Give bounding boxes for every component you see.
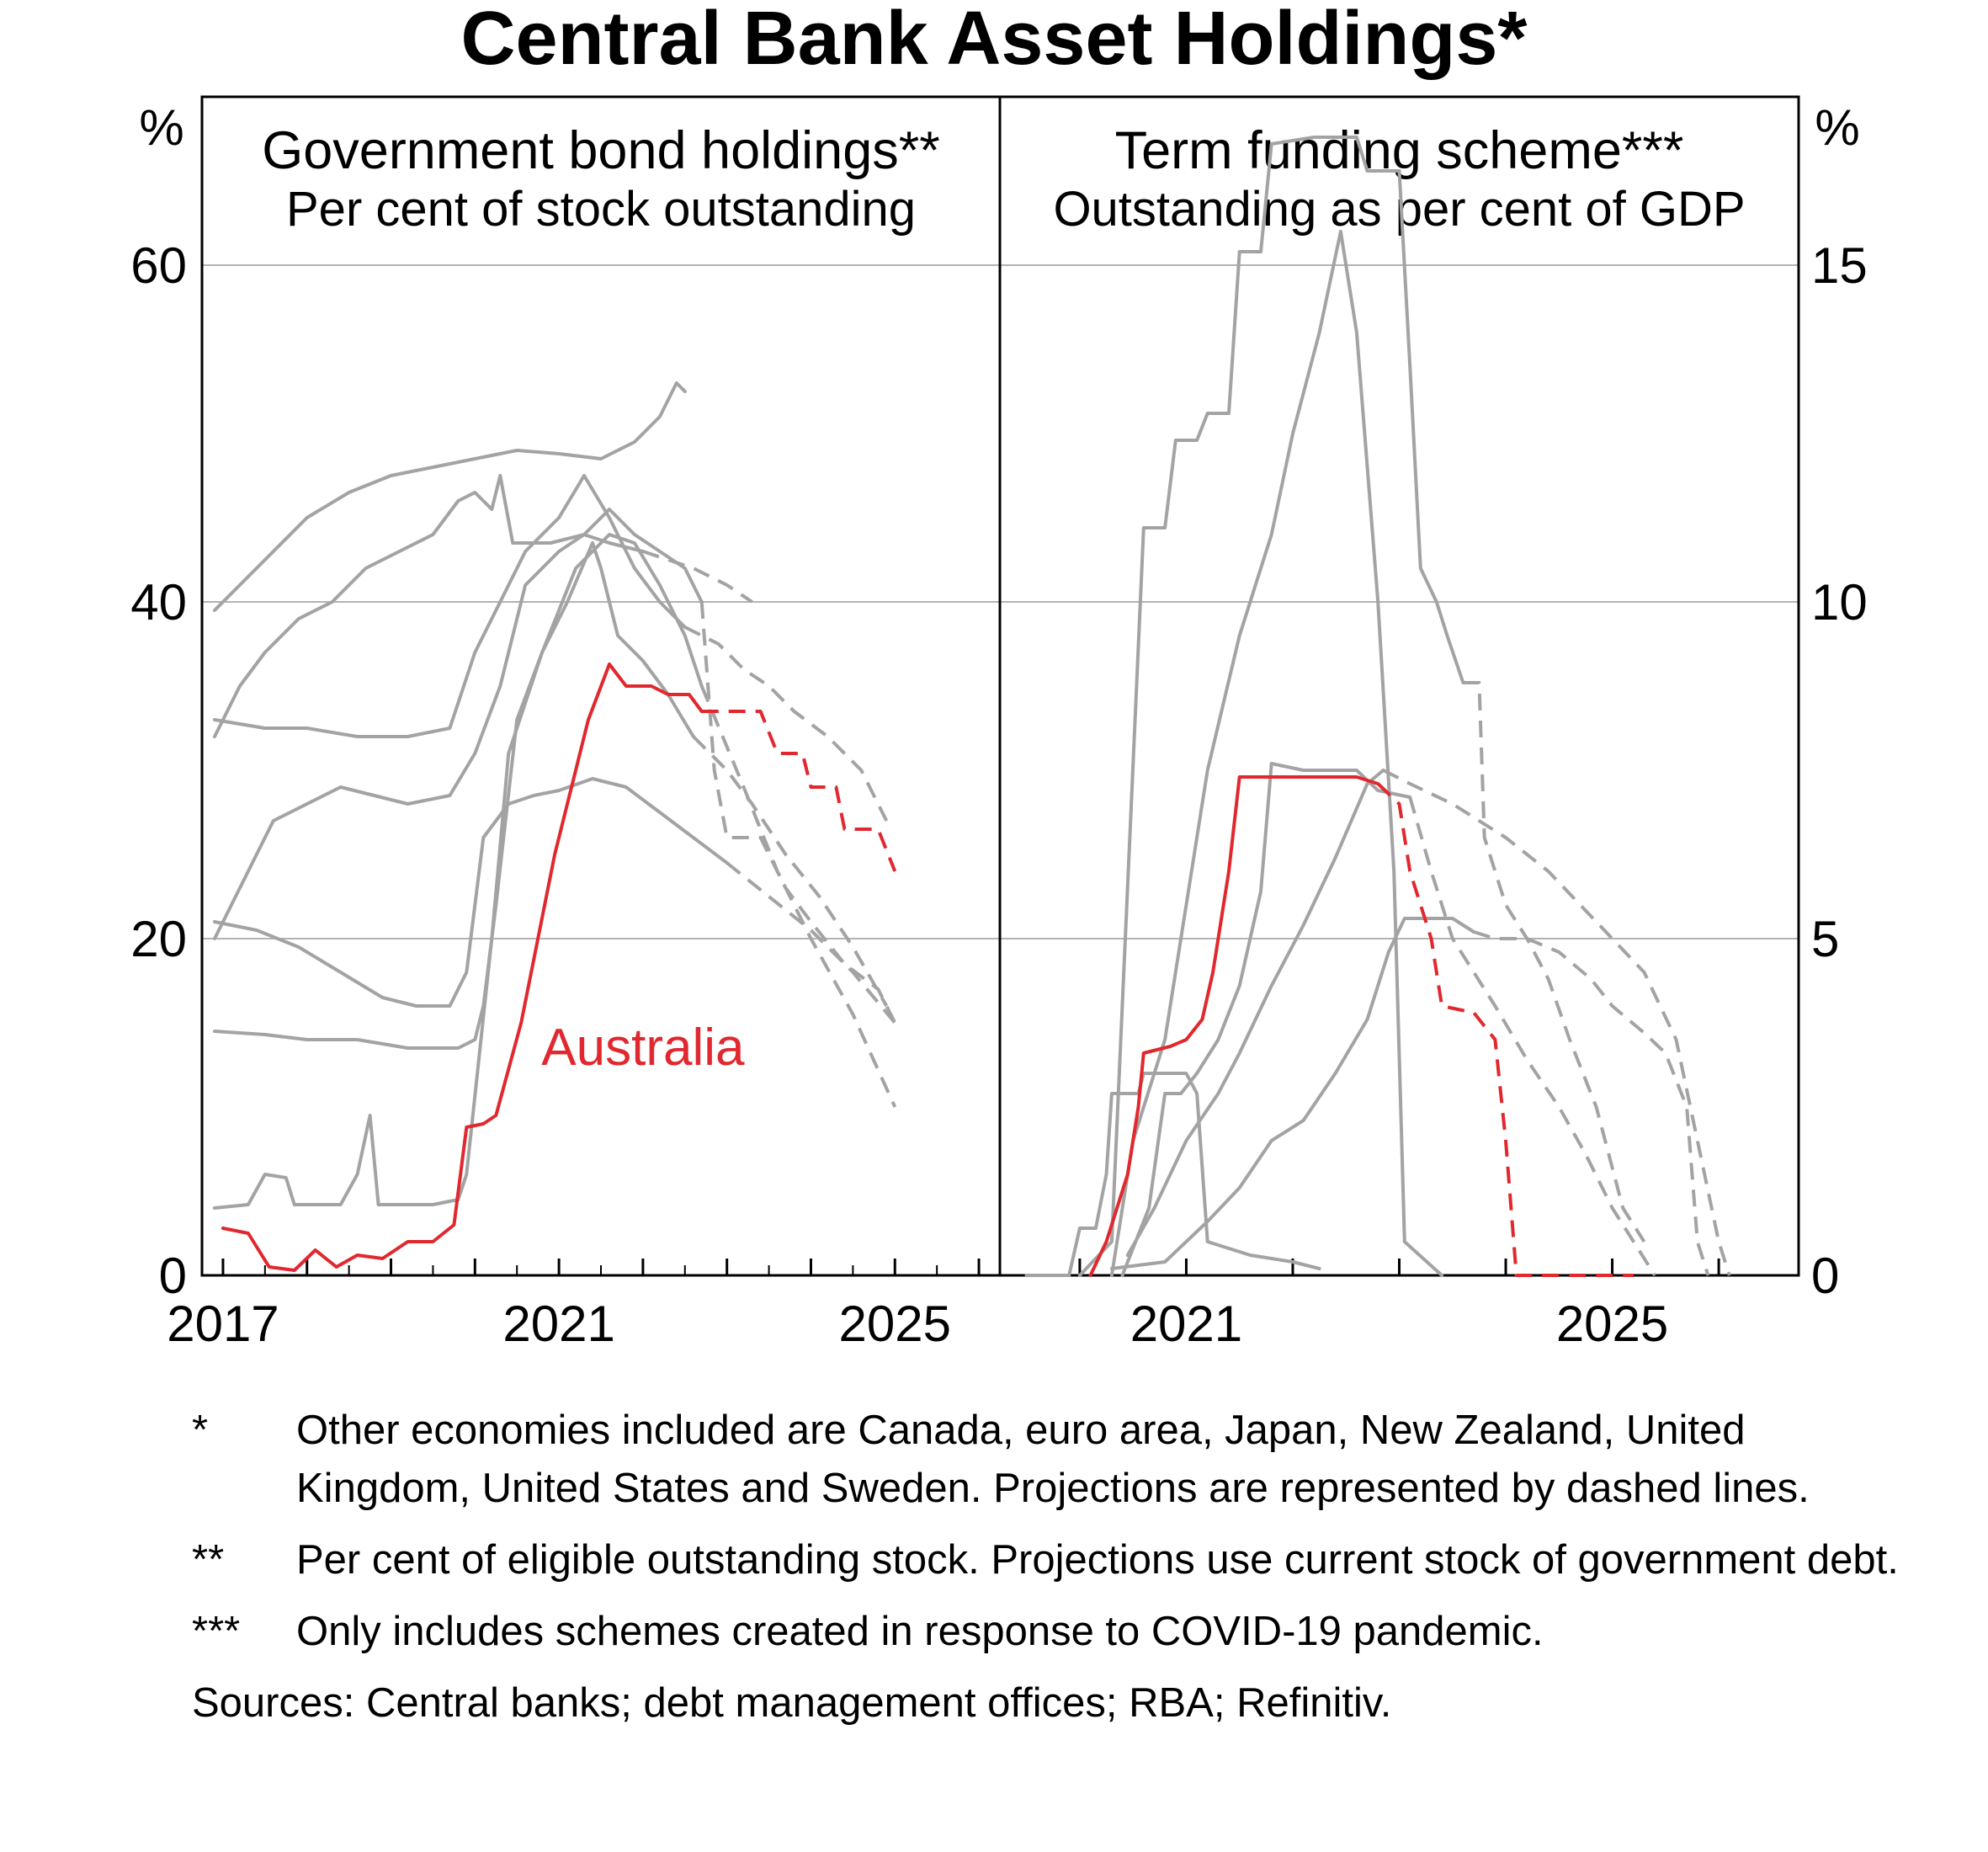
y-tick-labels-left: 0 20 40 60 (130, 237, 187, 1304)
series-projection-economy-e (1473, 930, 1710, 1276)
x-tick-label: 2017 (167, 1296, 279, 1352)
series-right (1024, 136, 1731, 1277)
series-line-economy-d (1109, 230, 1444, 1277)
y-tick-label: 10 (1811, 574, 1868, 631)
series-left (213, 381, 897, 1272)
series-projection-economy-f (1382, 769, 1731, 1276)
series-line-economy-e (213, 777, 729, 1008)
y-tick-label: 20 (130, 911, 187, 967)
footnote-mark: *** (192, 1609, 241, 1654)
chart: Central Bank Asset Holdings* Government … (130, 0, 1868, 1352)
series-projection-economy-e (726, 861, 896, 1024)
y-tick-label: 60 (130, 237, 187, 294)
y-tick-label: 40 (130, 574, 187, 631)
y-unit-left: % (139, 99, 183, 156)
chart-title: Central Bank Asset Holdings* (461, 0, 1528, 81)
footnote-text: Only includes schemes created in respons… (296, 1609, 1544, 1654)
footnotes: * Other economies included are Canada, e… (192, 1402, 1909, 1732)
sources: Sources: Central banks; debt management … (192, 1680, 1392, 1726)
series-projection-australia (701, 710, 897, 872)
gridlines-left (202, 264, 1000, 939)
footnote-3: *** Only includes schemes created in res… (192, 1603, 1909, 1661)
series-line-australia (1088, 775, 1380, 1277)
gridlines-right (1000, 264, 1799, 939)
footnote-text: Per cent of eligible outstanding stock. … (296, 1537, 1899, 1583)
series-line-australia (221, 663, 704, 1272)
series-line-economy-c (213, 474, 687, 738)
series-line-economy-b (213, 474, 645, 738)
series-projection-australia (1376, 782, 1634, 1277)
series-line-economy-f (213, 541, 695, 1050)
australia-annotation: Australia (541, 1019, 745, 1077)
y-tick-label: 0 (159, 1248, 187, 1304)
y-unit-right: % (1815, 99, 1859, 156)
series-line-economy-f (1125, 769, 1385, 1257)
panel-government-bond-holdings: Government bond holdings** Per cent of s… (130, 95, 1002, 1352)
series-line-economy-d (213, 508, 704, 940)
footnote-text: Other economies included are Canada, eur… (296, 1408, 1810, 1511)
series-line-economy-a (1024, 1072, 1321, 1277)
y-tick-label: 0 (1811, 1248, 1839, 1304)
x-tick-label: 2025 (839, 1296, 951, 1352)
x-tick-label: 2021 (1130, 1296, 1242, 1352)
x-ticks-right: 2021 2025 (1078, 1259, 1720, 1352)
footnote-mark: * (192, 1408, 209, 1453)
panel-subtitle-left: Per cent of stock outstanding (286, 182, 916, 237)
footnote-mark: ** (192, 1537, 225, 1583)
series-line-economy-e (1109, 917, 1476, 1270)
series-projection-economy-b (1463, 681, 1646, 1243)
y-tick-label: 15 (1811, 237, 1868, 294)
series-projection-economy-d (699, 601, 897, 1024)
series-line-economy-a (213, 381, 687, 612)
series-projection-economy-c (683, 625, 889, 822)
x-tick-label: 2021 (502, 1296, 614, 1352)
series-line-economy-g (213, 533, 704, 1210)
x-tick-label: 2025 (1556, 1296, 1668, 1352)
x-ticks-left: 2017 2021 2025 (167, 1259, 981, 1352)
panel-title-left: Government bond holdings** (262, 121, 940, 180)
y-tick-labels-right: 0 5 10 15 (1811, 237, 1868, 1304)
footnote-2: ** Per cent of eligible outstanding stoc… (192, 1531, 1909, 1589)
series-projection-economy-g (699, 685, 897, 1108)
series-projection-economy-f (692, 735, 889, 1007)
series-line-economy-b (1077, 136, 1465, 1277)
panel-term-funding-scheme: Term funding scheme*** Outstanding as pe… (998, 95, 1868, 1352)
footnote-1: * Other economies included are Canada, e… (192, 1402, 1909, 1518)
series-projection-economy-c (1408, 796, 1656, 1277)
y-tick-label: 5 (1811, 911, 1839, 967)
series-line-economy-c (1120, 762, 1412, 1277)
